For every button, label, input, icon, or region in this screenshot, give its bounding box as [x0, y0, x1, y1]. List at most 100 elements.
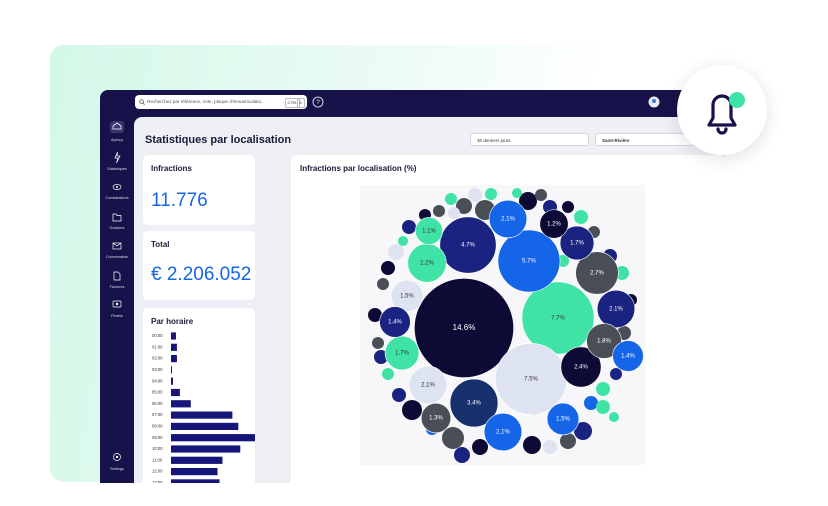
bubble [612, 340, 644, 372]
bar [171, 332, 176, 340]
date-select[interactable]: 30 derniers jours [470, 133, 589, 146]
bubble-label: 1.7% [570, 241, 584, 247]
bubble [415, 217, 443, 245]
y-tick-label: 13:00 [152, 480, 163, 483]
bubble-label: 7.5% [524, 377, 538, 383]
bubble-chart: 14.6% 7.7% 7.5% 5.7% 4.7% 3.4% 2.7% 2.4% 2.1% 2.1… [360, 185, 645, 465]
bar [171, 366, 172, 374]
search-icon [139, 99, 145, 105]
sidebar-icons [110, 121, 124, 461]
bubble-label: 2.1% [609, 307, 623, 313]
nav-item[interactable]: Permis [111, 314, 123, 318]
bar [171, 400, 191, 408]
bar [171, 468, 218, 476]
nav-item[interactable]: Statistiques [107, 167, 127, 171]
bar [171, 434, 255, 442]
y-tick-label: 00:00 [152, 333, 163, 338]
search-placeholder: Recherchez par référence, note, plaque d… [147, 99, 265, 104]
bubble-label: 1.8% [597, 339, 611, 345]
bubble-label: 5.7% [522, 259, 536, 265]
bubble-label: 2.2% [420, 261, 434, 267]
bubble [575, 251, 619, 295]
bubble-label: 1.3% [429, 416, 443, 422]
y-tick-label: 02:00 [152, 356, 163, 361]
help-glyph: ? [316, 100, 320, 106]
bubble [488, 199, 528, 239]
bar [171, 456, 223, 464]
bar [171, 411, 233, 419]
bubble-label: 1.4% [388, 320, 402, 326]
bubble [497, 229, 561, 293]
hourly-card: Par horaire 00:00 01:00 02:00 03:00 04:00 05:… [143, 308, 255, 483]
bubble [449, 378, 499, 428]
bubble [539, 209, 569, 239]
bubble [546, 402, 580, 436]
bubble-label: 2.4% [574, 365, 588, 371]
bar [171, 343, 177, 351]
nav-item[interactable]: Dossiers [109, 226, 125, 230]
content-area: Statistiques par localisation 30 dernier… [134, 117, 725, 483]
hourly-chart: 00:00 01:00 02:00 03:00 04:00 05:00 06:00 07:00… [152, 332, 255, 483]
bubble [560, 346, 602, 388]
card-title: Infractions par localisation (%) [300, 164, 417, 173]
bubble-label: 1.7% [395, 351, 409, 357]
bubble-label: 2.7% [590, 271, 604, 277]
y-tick-label: 03:00 [152, 367, 163, 372]
bubble [384, 335, 420, 371]
avatar[interactable] [648, 96, 660, 108]
bubble [483, 412, 523, 452]
nav-item[interactable]: Factures [109, 285, 125, 289]
nav-item[interactable]: Constatations [105, 196, 129, 200]
bar [171, 377, 173, 385]
bubble-label: 1.5% [400, 294, 414, 300]
bubble [408, 365, 448, 405]
y-tick-label: 11:00 [152, 457, 163, 462]
bubble-label: 1.4% [621, 354, 635, 360]
card-value: 11.776 [151, 190, 208, 211]
nav-item[interactable]: Settings [110, 467, 124, 471]
bubble-label: 14.6% [453, 323, 476, 332]
bubble-label: 1.1% [422, 229, 436, 235]
y-tick-label: 06:00 [152, 401, 163, 406]
y-tick-label: 09:00 [152, 435, 163, 440]
bubble-label: 2.1% [496, 430, 510, 436]
bar [171, 422, 239, 430]
bubble-label: 4.7% [461, 243, 475, 249]
y-tick-label: 07:00 [152, 412, 163, 417]
nav-item[interactable]: Aperçu [110, 138, 124, 142]
kpi-card: Infractions 11.776 [143, 155, 255, 225]
y-tick-label: 10:00 [152, 446, 163, 451]
y-tick-label: 01:00 [152, 344, 163, 349]
y-tick-label: 04:00 [152, 378, 163, 383]
notification-button[interactable] [677, 65, 767, 155]
bubble [414, 278, 514, 378]
bubble [420, 402, 452, 434]
bubble-label: 2.1% [421, 383, 435, 389]
y-tick-label: 08:00 [152, 424, 163, 429]
search-box[interactable]: Recherchez par référence, note, plaque d… [135, 95, 307, 109]
bubble-label: 3.4% [467, 401, 481, 407]
shortcut-key: CTRL [285, 98, 300, 108]
y-tick-label: 05:00 [152, 390, 163, 395]
kpi-card: Total € 2.206.052 [143, 231, 255, 300]
bar [171, 445, 241, 453]
bubble [379, 306, 411, 338]
nav-item[interactable]: Conversation [105, 255, 129, 259]
shortcut-key: K [297, 98, 305, 108]
card-title: Infractions [151, 164, 192, 173]
bubble [521, 281, 595, 355]
help-button[interactable]: ? [312, 96, 324, 108]
bubble [439, 216, 497, 274]
card-title: Par horaire [151, 317, 194, 326]
bubble-label: 1.5% [556, 417, 570, 423]
bubble [596, 289, 636, 329]
bubble [586, 323, 622, 359]
page-title: Statistiques par localisation [145, 134, 292, 146]
bar [171, 388, 180, 397]
location-select[interactable]: Saint-Rivière [595, 133, 695, 146]
app-window: Recherchez par référence, note, plaque d… [100, 90, 725, 483]
bar [171, 355, 177, 363]
bubble-label: 2.1% [501, 217, 515, 223]
card-title: Total [151, 240, 170, 249]
